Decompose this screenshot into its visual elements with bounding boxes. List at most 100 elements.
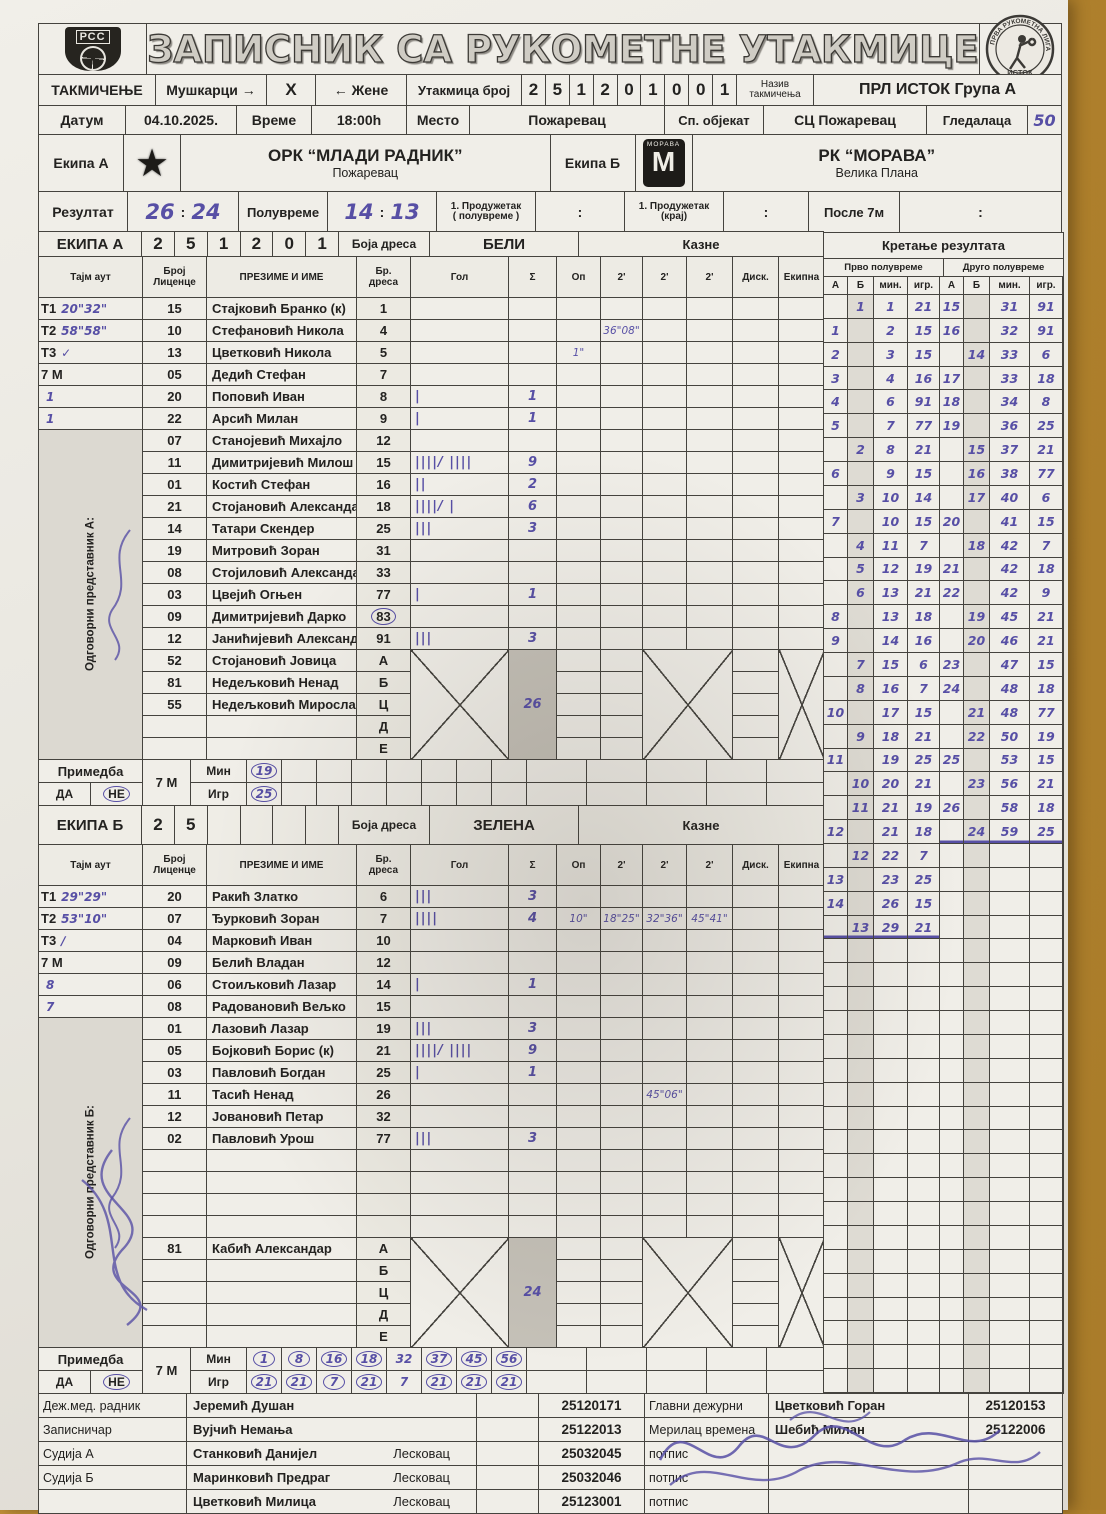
score-cell (990, 1225, 1030, 1250)
goal-tally (410, 561, 509, 584)
jersey-number: 77 (356, 1127, 411, 1150)
minute-circled: 56 (495, 1351, 523, 1367)
two-min-cell (600, 1127, 643, 1150)
official-license (142, 1259, 207, 1282)
goal-sum: 6 (508, 495, 557, 518)
official-license: 81 (142, 1237, 207, 1260)
player-circled: 21 (495, 1374, 523, 1390)
score-column-header: игр. (908, 277, 940, 295)
two-min-cell (600, 1039, 643, 1062)
men-label: Мушкарци → (155, 74, 267, 106)
seven-m-player: 21 (456, 1370, 493, 1394)
two-min-cell (600, 929, 643, 952)
goal-sum (508, 297, 557, 320)
score-cell (874, 1058, 908, 1083)
score-cell: 18 (964, 533, 990, 558)
score-cell (940, 1034, 964, 1059)
jersey-number: 4 (356, 319, 411, 342)
team-penalty-cell (778, 473, 825, 496)
official-row: 81 Кабић Александар А 24 (39, 1237, 825, 1348)
score-cell (848, 891, 874, 916)
remark-row: ДА НЕ Игр 21 21 7 21 7 21 21 21 (38, 1370, 825, 1394)
remark-row: Примедба 7 М Мин 1 8 16 18 32 37 45 56 (37, 1347, 825, 1394)
score-cell: 16 (908, 629, 940, 654)
warning-cell (556, 473, 601, 496)
two-min-cell (642, 297, 687, 320)
score-cell: 7 (1030, 533, 1063, 558)
empty-cell (646, 1370, 708, 1394)
goal-sum: 3 (508, 627, 557, 650)
score-cell: 50 (990, 724, 1030, 749)
goal-sum: 9 (508, 451, 557, 474)
team-penalty-cell (778, 297, 825, 320)
license-number: 22 (142, 407, 207, 430)
score-cell: 5 (824, 414, 848, 439)
score-cell: 6 (874, 390, 908, 415)
score-cell (874, 1082, 908, 1107)
score-cell (1030, 963, 1063, 988)
two-min-cell (642, 319, 687, 342)
score-cell (940, 1321, 964, 1346)
score-cell: 2 (824, 342, 848, 367)
warning-cell (556, 885, 601, 908)
disqualification-cell (732, 715, 779, 738)
license-number: 20 (142, 385, 207, 408)
two-min-cell (642, 1127, 687, 1150)
empty-cell (766, 1347, 825, 1371)
official-license: 52 (142, 649, 207, 672)
disqualification-cell (732, 671, 779, 694)
official-name: Стојановић Јовица (206, 649, 357, 672)
score-cell (908, 1106, 940, 1131)
score-cell: 18 (1030, 366, 1063, 391)
score-cell: 38 (990, 462, 1030, 486)
seven-m-minute: 1 (246, 1347, 283, 1371)
team-representative-cell: Одговорни представник Б: (38, 1017, 143, 1348)
match-number-digit: 1 (640, 75, 664, 105)
score-cell (848, 963, 874, 988)
score-cell (990, 1202, 1030, 1226)
score-cell: 18 (908, 820, 940, 844)
score-cell: 77 (1030, 700, 1063, 725)
timeout-cell: 1 (38, 385, 143, 408)
goal-tally (410, 1215, 509, 1238)
score-cell: 21 (1030, 772, 1063, 797)
match-number-digit: 2 (528, 80, 539, 99)
score-cell (1030, 987, 1063, 1012)
warning-cell (556, 297, 601, 320)
score-cell (964, 509, 990, 534)
jersey-number (356, 1149, 411, 1172)
score-cell (940, 1369, 964, 1393)
score-cell: 15 (874, 653, 908, 677)
score-cell (940, 342, 964, 367)
license-number: 12 (142, 627, 207, 650)
goal-tally (410, 929, 509, 952)
player-row: Т2 53"10" 07 Ђурковић Зоран 7 |||| 4 10" 18"25" 3… (38, 907, 825, 930)
disqualification-cell (732, 407, 779, 430)
score-cell: 4 (824, 390, 848, 415)
score-cell (908, 1130, 940, 1155)
player-row: Т3 ✓ 13 Цветковић Никола 5 1" (38, 341, 825, 364)
match-number-label: Утакмица број (406, 74, 522, 106)
two-min-cell (600, 517, 643, 540)
score-column-header: Б (848, 277, 874, 295)
score-cell (940, 915, 964, 940)
morava-logo: МОРАВА М (642, 139, 685, 187)
score-cell: 29 (874, 915, 908, 940)
team-a-license-digit: 2 (153, 234, 163, 253)
score-cell (964, 963, 990, 988)
two-min-cell (642, 1105, 687, 1128)
two-min-cell (686, 951, 733, 974)
score-cell: 59 (990, 820, 1030, 844)
timeout-cell: Т3 ✓ (38, 341, 143, 364)
league-logo-cell: ПРВА РУКОМЕТНА ЛИГА ИСТОК (978, 14, 1062, 84)
column-header: Диск. (732, 844, 779, 886)
seven-m-minute (456, 759, 493, 783)
jersey-number: 91 (356, 627, 411, 650)
goal-sum (508, 561, 557, 584)
score-cell (848, 1369, 874, 1393)
team-b-city: Велика Плана (835, 166, 918, 180)
score-cell (874, 987, 908, 1012)
jersey-number: 83 (356, 605, 411, 628)
official-letter: Б (356, 1259, 411, 1282)
